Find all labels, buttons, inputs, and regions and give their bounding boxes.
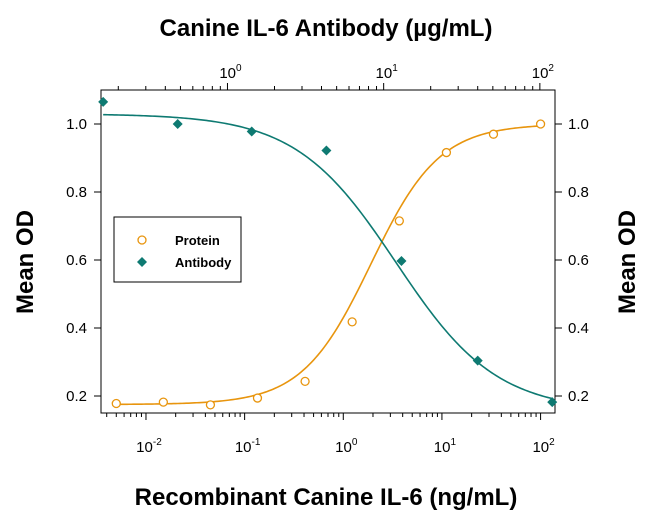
y-tick-label-left: 0.6 — [66, 252, 87, 269]
data-point-antibody — [172, 119, 183, 129]
data-point-antibody — [98, 96, 109, 107]
y-tick-label-right: 0.2 — [568, 388, 589, 405]
data-point-protein — [535, 119, 546, 129]
legend-box — [113, 216, 242, 283]
data-point-protein — [205, 400, 216, 410]
data-point-protein — [111, 398, 121, 409]
data-point-protein — [158, 397, 169, 407]
y-tick-label-right: 0.4 — [568, 320, 589, 337]
x-bottom-tick-label: 101 — [434, 437, 457, 456]
legend-protein-marker — [137, 235, 147, 245]
data-point-antibody — [321, 145, 332, 156]
top-axis-title: Canine IL-6 Antibody (µg/mL) — [160, 15, 493, 42]
y-axis-title-right: Mean OD — [614, 210, 641, 314]
data-point-protein — [300, 376, 310, 387]
data-point-protein — [441, 147, 452, 158]
legend: Protein Antibody — [113, 216, 242, 283]
data-point-protein — [488, 129, 499, 139]
data-point-antibody — [396, 256, 407, 267]
data-points — [98, 96, 558, 410]
y-tick-label-right: 1.0 — [568, 116, 589, 133]
data-point-antibody — [472, 355, 483, 366]
x-bottom-tick-label: 10-2 — [136, 437, 162, 456]
data-point-antibody — [246, 126, 257, 137]
y-axis-title-left: Mean OD — [12, 210, 39, 314]
fit-curve-protein — [116, 125, 541, 406]
x-bottom-tick-label: 10-1 — [235, 437, 261, 456]
data-point-protein — [347, 317, 357, 327]
y-tick-label-left: 0.8 — [66, 184, 87, 201]
axis-ticks: 0.2 0.2 0.4 0.4 0.6 0.6 0.8 0.8 1.0 1.0 10-2 10-1 10… — [66, 63, 589, 456]
x-axis-title: Recombinant Canine IL-6 (ng/mL) — [135, 484, 518, 511]
data-point-antibody — [547, 397, 558, 408]
x-top-tick-label: 100 — [219, 63, 242, 82]
x-bottom-tick-label: 100 — [335, 437, 358, 456]
x-bottom-tick-label: 102 — [532, 437, 555, 456]
x-top-tick-label: 101 — [376, 63, 399, 82]
x-top-tick-label: 102 — [532, 63, 555, 82]
y-tick-label-right: 0.6 — [568, 252, 589, 269]
y-tick-label-left: 1.0 — [66, 116, 87, 133]
legend-antibody-label: Antibody — [175, 255, 232, 270]
legend-antibody-marker — [137, 257, 147, 267]
y-tick-label-left: 0.2 — [66, 388, 87, 405]
y-tick-label-left: 0.4 — [66, 320, 87, 337]
legend-protein-label: Protein — [175, 233, 220, 248]
y-tick-label-right: 0.8 — [568, 184, 589, 201]
data-point-protein — [252, 393, 263, 403]
data-point-protein — [394, 216, 404, 226]
